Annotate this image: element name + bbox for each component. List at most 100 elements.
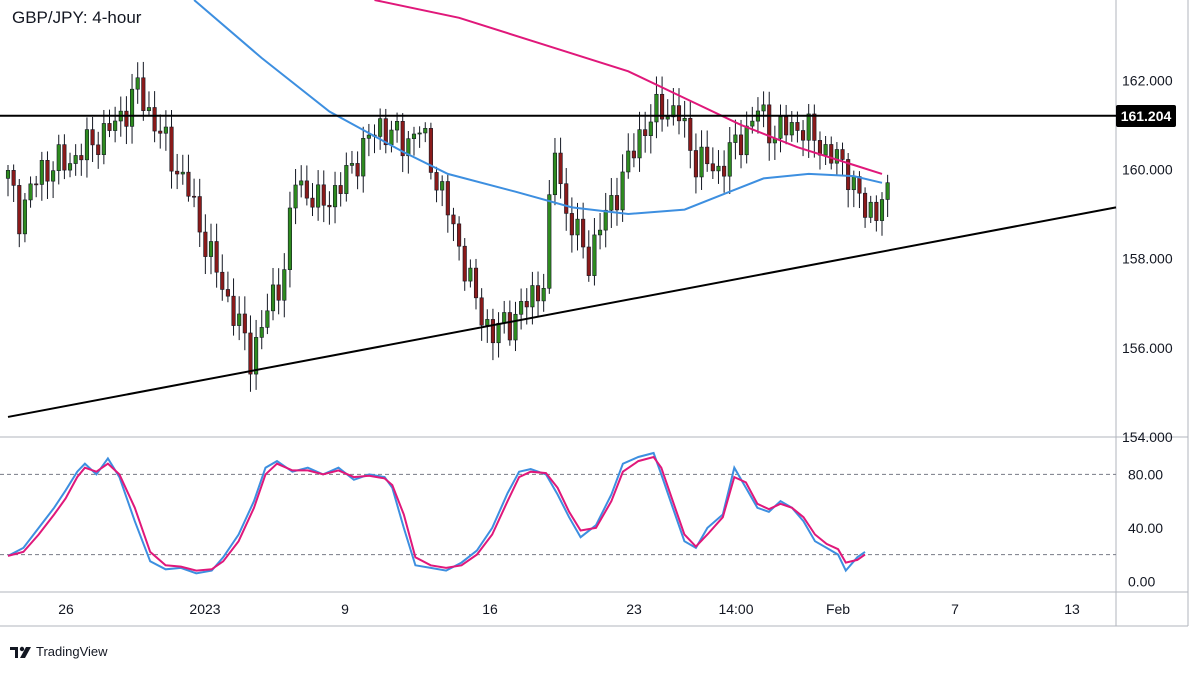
bullish-candle	[609, 195, 614, 211]
bullish-candle	[513, 313, 518, 341]
time-tick-label: Feb	[826, 601, 850, 617]
bullish-candle	[834, 149, 839, 164]
bullish-candle	[552, 152, 557, 196]
bullish-candle	[733, 134, 738, 143]
bearish-candle	[462, 245, 467, 282]
bearish-candle	[846, 159, 851, 191]
bullish-candle	[130, 88, 135, 127]
bearish-candle	[11, 170, 16, 186]
bearish-candle	[631, 150, 636, 159]
bullish-candle	[282, 269, 287, 301]
bullish-candle	[349, 163, 355, 166]
bearish-candle	[34, 183, 39, 186]
bearish-candle	[784, 116, 789, 136]
bearish-candle	[192, 195, 197, 198]
time-tick-label: 13	[1064, 601, 1080, 617]
bullish-candle	[750, 120, 755, 127]
stochastic-tick-label: 80.00	[1128, 466, 1163, 482]
bullish-candle	[502, 312, 507, 324]
bearish-candle	[874, 201, 879, 221]
bullish-candle	[547, 194, 552, 289]
bearish-candle	[158, 130, 163, 134]
price-tick-label: 154.000	[1122, 429, 1173, 445]
bearish-candle	[90, 129, 95, 146]
tradingview-brand-text: TradingView	[36, 644, 108, 659]
bearish-candle	[310, 197, 315, 208]
bearish-candle	[400, 121, 405, 157]
bearish-candle	[276, 284, 281, 301]
bearish-candle	[79, 155, 84, 161]
bullish-candle	[575, 218, 580, 236]
bullish-candle	[603, 209, 608, 231]
bearish-candle	[62, 144, 67, 171]
bullish-candle	[716, 165, 721, 172]
bearish-candle	[186, 171, 191, 197]
bullish-candle	[592, 234, 597, 276]
bullish-candle	[259, 327, 264, 338]
bullish-candle	[163, 126, 168, 134]
bearish-candle	[338, 185, 343, 194]
bearish-candle	[705, 146, 710, 165]
bullish-candle	[270, 284, 276, 312]
price-tick-label: 158.000	[1122, 251, 1173, 267]
bearish-candle	[428, 128, 433, 173]
bearish-candle	[722, 165, 727, 177]
bearish-candle	[738, 134, 744, 156]
bullish-candle	[395, 121, 400, 131]
bearish-candle	[169, 126, 174, 172]
bearish-candle	[434, 172, 439, 191]
bearish-candle	[490, 319, 495, 344]
bullish-candle	[648, 121, 653, 136]
time-tick-label: 23	[626, 601, 642, 617]
bearish-candle	[203, 231, 208, 257]
bullish-candle	[5, 170, 11, 179]
bullish-candle	[344, 165, 349, 194]
bullish-candle	[51, 170, 56, 182]
bearish-candle	[693, 150, 698, 178]
bearish-candle	[355, 163, 360, 177]
bearish-candle	[676, 105, 682, 122]
bearish-candle	[445, 181, 450, 216]
bullish-candle	[530, 285, 535, 308]
time-tick-label: 7	[951, 601, 959, 617]
bearish-candle	[558, 152, 563, 185]
stochastic-d-line	[7, 455, 866, 572]
bearish-candle	[248, 332, 253, 375]
bearish-candle	[45, 160, 50, 182]
tradingview-branding[interactable]: TradingView	[10, 644, 108, 659]
time-tick-label: 26	[58, 601, 74, 617]
bullish-candle	[316, 184, 321, 208]
bullish-candle	[851, 176, 856, 191]
bearish-candle	[643, 129, 648, 136]
bearish-candle	[457, 223, 462, 247]
bearish-candle	[688, 118, 693, 151]
bearish-candle	[829, 144, 834, 164]
time-tick-label: 16	[482, 601, 498, 617]
bullish-candle	[541, 287, 546, 302]
price-tick-label: 162.000	[1122, 72, 1173, 88]
bullish-candle	[389, 129, 394, 146]
bearish-candle	[767, 104, 772, 144]
bullish-candle	[73, 155, 78, 164]
time-tick-label: 2023	[189, 601, 220, 617]
bullish-candle	[146, 107, 152, 111]
moving-average-pink	[374, 0, 883, 175]
bullish-candle	[654, 93, 659, 123]
bearish-candle	[581, 218, 586, 248]
bullish-candle	[519, 301, 524, 315]
bearish-candle	[857, 176, 862, 194]
bullish-candle	[417, 132, 422, 135]
bullish-candle	[626, 150, 631, 173]
bullish-candle	[56, 144, 61, 171]
bullish-candle	[84, 129, 89, 161]
bullish-candle	[208, 241, 214, 257]
bullish-candle	[823, 144, 828, 156]
bullish-candle	[113, 120, 118, 131]
bullish-candle	[293, 184, 298, 209]
bullish-candle	[135, 77, 140, 90]
time-tick-label: 14:00	[718, 601, 753, 617]
bullish-candle	[361, 138, 366, 177]
bearish-candle	[801, 130, 806, 141]
stochastic-k-line	[7, 451, 866, 575]
